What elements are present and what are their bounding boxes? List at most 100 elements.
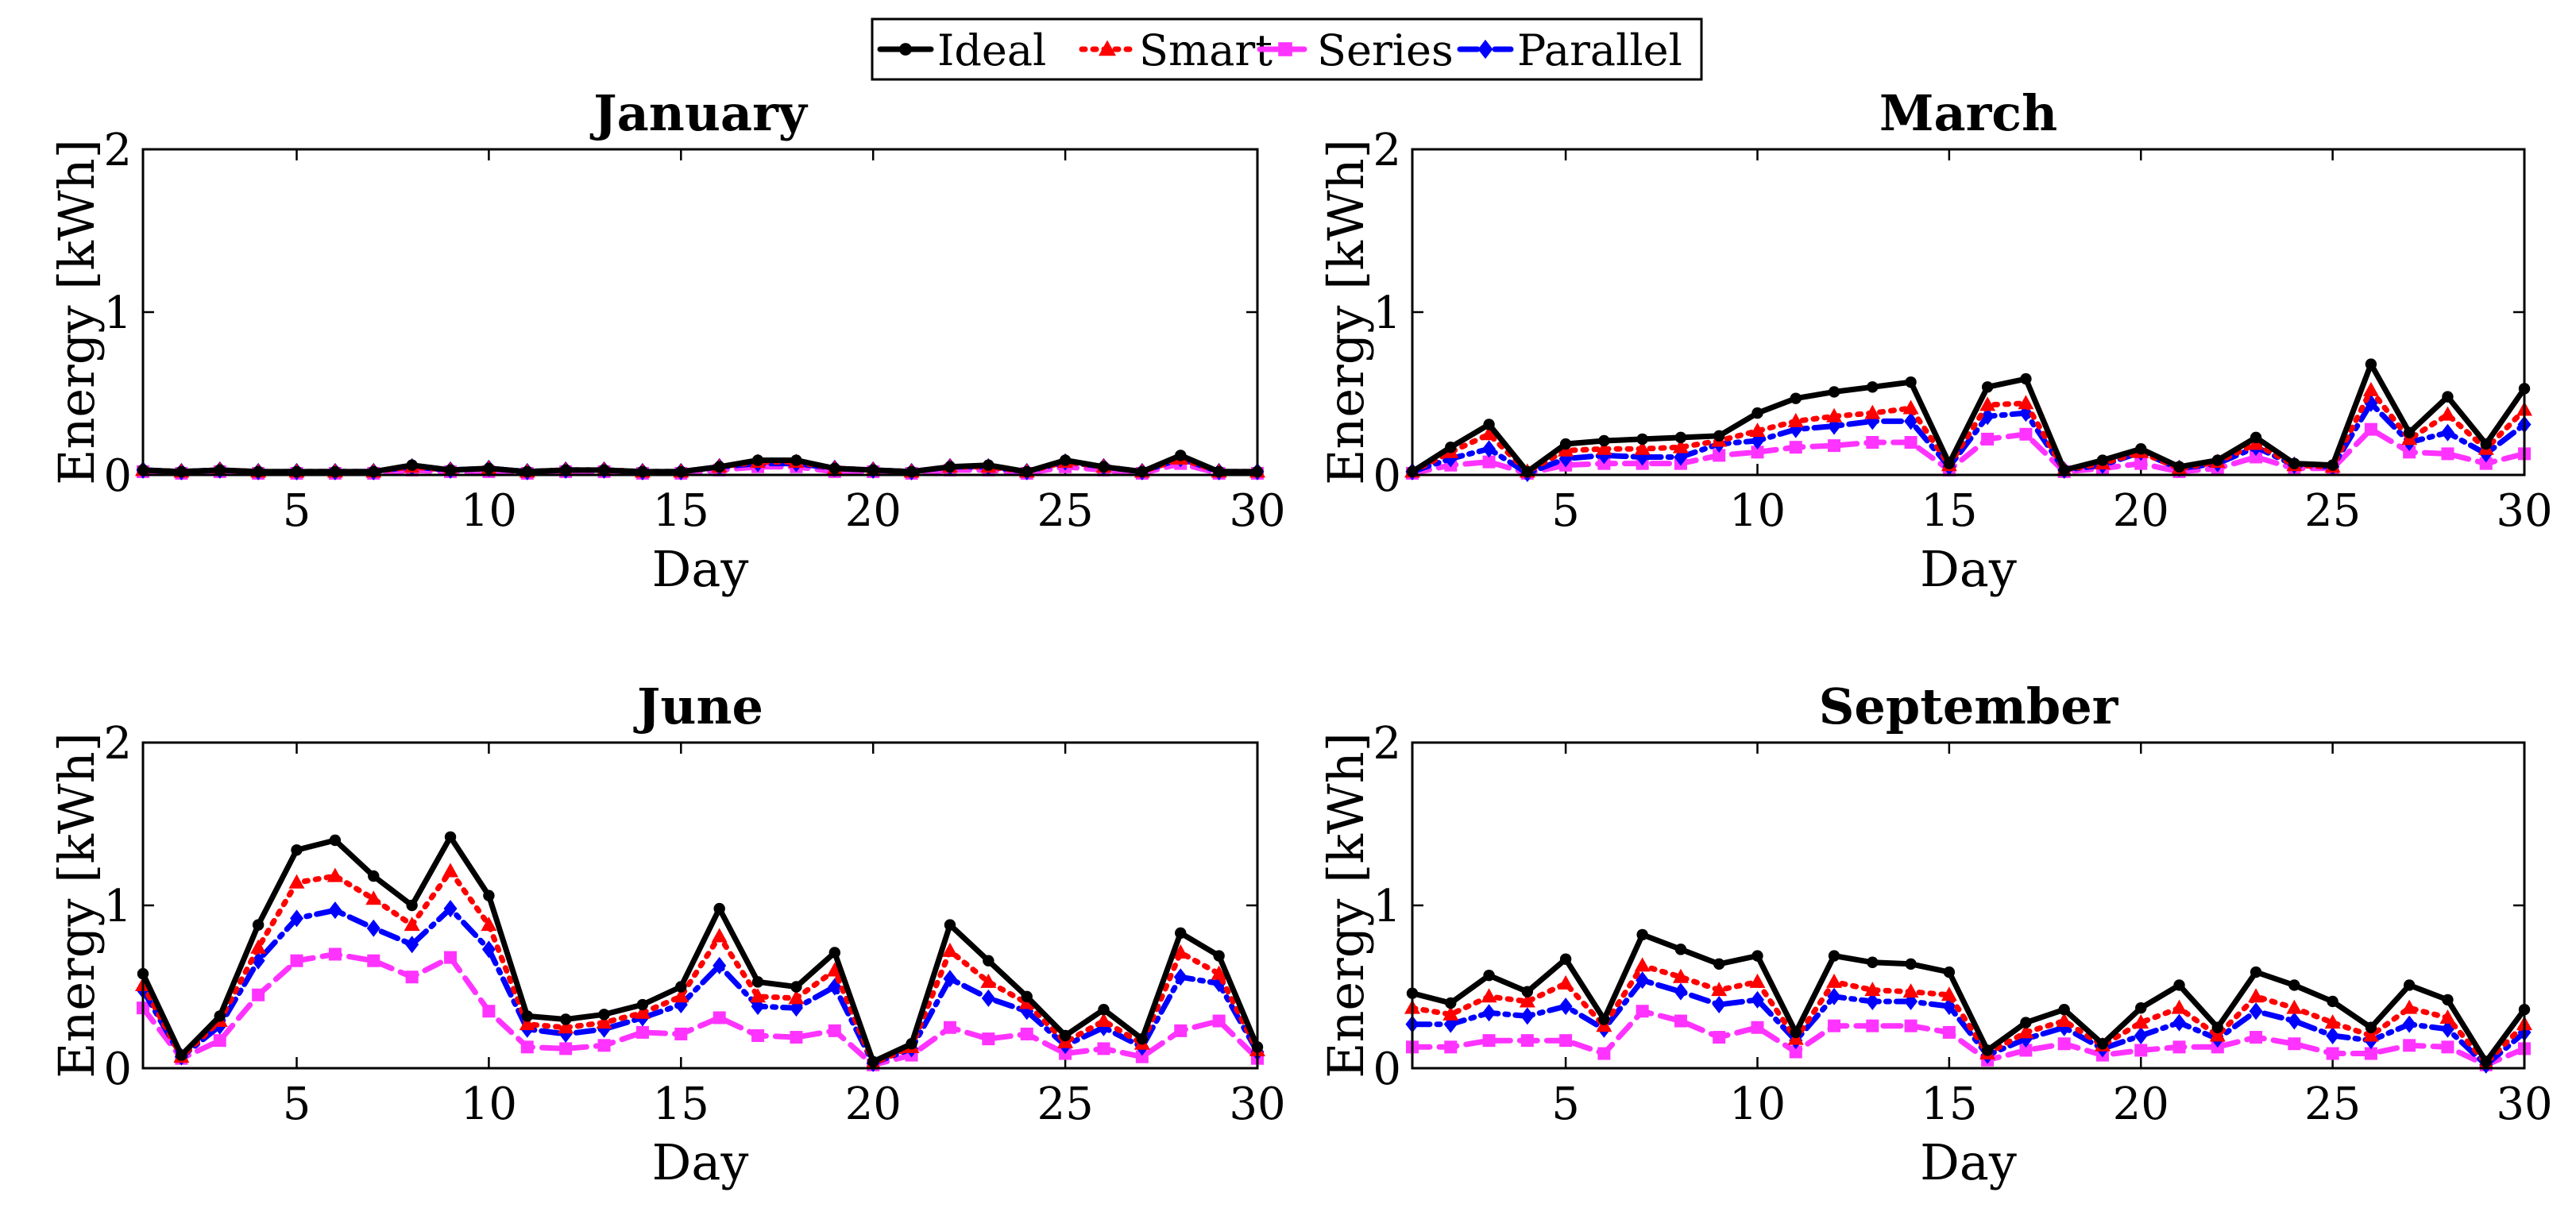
- data-point: [2364, 423, 2377, 436]
- data-point: [1558, 998, 1573, 1016]
- data-point: [1905, 958, 1917, 971]
- data-point: [2096, 454, 2109, 466]
- data-point: [1098, 461, 1110, 473]
- panel-june: June 5 10 15 20 25 30 0 1 2 Day Energy [kWh]: [48, 677, 1286, 1191]
- panel-september: September 5 10 15 20 25 30 0 1 2 Day Energy [kWh]: [1317, 677, 2553, 1191]
- data-point: [406, 899, 418, 912]
- data-point: [713, 902, 725, 915]
- data-point: [983, 955, 994, 967]
- x-axis-label: Day: [652, 540, 749, 598]
- data-point: [790, 454, 802, 466]
- x-tick-label: 20: [2113, 1079, 2169, 1130]
- data-point: [2479, 457, 2493, 470]
- data-point: [751, 454, 764, 466]
- data-point: [1713, 430, 1725, 442]
- data-point: [1095, 1013, 1112, 1028]
- y-tick-label: 2: [103, 718, 132, 770]
- data-point: [1790, 392, 1802, 404]
- data-point: [2134, 1027, 2148, 1044]
- data-point: [1481, 988, 1497, 1003]
- x-tick-label: 15: [1921, 485, 1977, 537]
- legend-label: Smart: [1139, 25, 1273, 75]
- data-point: [598, 464, 610, 477]
- data-point: [1828, 439, 1841, 453]
- x-tick-label: 5: [283, 1079, 311, 1130]
- series-line: [140, 452, 1261, 475]
- data-point: [1519, 993, 1535, 1008]
- data-point: [2362, 381, 2379, 396]
- series-line: [140, 905, 1261, 1067]
- data-point: [2209, 1027, 2226, 1042]
- data-point: [2439, 1009, 2456, 1024]
- data-point: [1828, 950, 1840, 962]
- data-point: [828, 462, 841, 474]
- data-point: [2403, 979, 2416, 991]
- data-point: [943, 1021, 956, 1034]
- data-point: [788, 990, 805, 1005]
- data-point: [2058, 464, 2070, 477]
- data-point: [2211, 454, 2223, 466]
- data-point: [1175, 450, 1187, 461]
- data-point: [2135, 1001, 2147, 1014]
- data-point: [636, 998, 649, 1011]
- data-point: [1749, 423, 1766, 438]
- data-point: [2172, 1040, 2186, 1054]
- x-tick-label: 20: [2113, 485, 2169, 537]
- data-point: [2401, 999, 2418, 1014]
- legend-label: Ideal: [937, 25, 1046, 75]
- data-point: [675, 981, 687, 993]
- legend-item-smart: Smart: [1079, 25, 1273, 75]
- data-point: [2441, 1040, 2454, 1054]
- y-tick-label: 2: [1373, 125, 1401, 176]
- data-point: [1942, 1025, 1956, 1039]
- data-point: [1902, 983, 1919, 998]
- x-tick-label: 15: [1921, 1079, 1977, 1130]
- data-point: [1828, 1019, 1841, 1032]
- data-point: [1173, 968, 1188, 986]
- data-point: [291, 844, 303, 856]
- data-point: [751, 1029, 765, 1042]
- data-point: [1442, 1005, 1459, 1021]
- data-point: [1712, 996, 1726, 1014]
- data-point: [1866, 436, 1879, 449]
- plot-frame: [141, 148, 1259, 477]
- data-point: [2440, 423, 2454, 442]
- data-point: [328, 901, 342, 920]
- data-point: [521, 1010, 533, 1022]
- data-point: [1636, 433, 1648, 446]
- data-point: [1634, 957, 1651, 972]
- data-point: [1634, 440, 1651, 455]
- data-point: [2442, 391, 2454, 403]
- data-point: [2403, 1039, 2416, 1052]
- x-axis-label: Day: [1920, 1133, 2017, 1191]
- data-point: [1789, 441, 1802, 454]
- data-point: [1136, 1032, 1149, 1045]
- data-point: [252, 988, 265, 1001]
- x-tick-label: 10: [461, 485, 517, 537]
- data-point: [1979, 396, 1996, 411]
- data-point: [906, 1038, 917, 1050]
- series-ideal: [137, 831, 1264, 1068]
- data-point: [288, 874, 305, 889]
- data-point: [1827, 987, 1841, 1005]
- x-tick-label: 20: [845, 1079, 902, 1130]
- data-point: [442, 862, 459, 878]
- data-point: [1902, 399, 1919, 415]
- data-point: [2056, 1013, 2072, 1028]
- data-point: [404, 916, 420, 932]
- data-point: [1444, 1040, 1458, 1054]
- data-point: [828, 1024, 841, 1037]
- data-point: [1828, 386, 1840, 398]
- data-point: [2019, 427, 2033, 441]
- x-axis-label: Day: [1920, 540, 2017, 598]
- data-point: [443, 900, 458, 918]
- data-point: [1481, 426, 1497, 441]
- x-tick-label: 30: [2496, 1079, 2552, 1130]
- data-point: [1636, 928, 1648, 941]
- data-point: [2288, 1037, 2301, 1051]
- data-point: [1865, 992, 1879, 1010]
- series-series: [1406, 1005, 2531, 1071]
- data-point: [1482, 1034, 1496, 1048]
- data-point: [2173, 979, 2185, 991]
